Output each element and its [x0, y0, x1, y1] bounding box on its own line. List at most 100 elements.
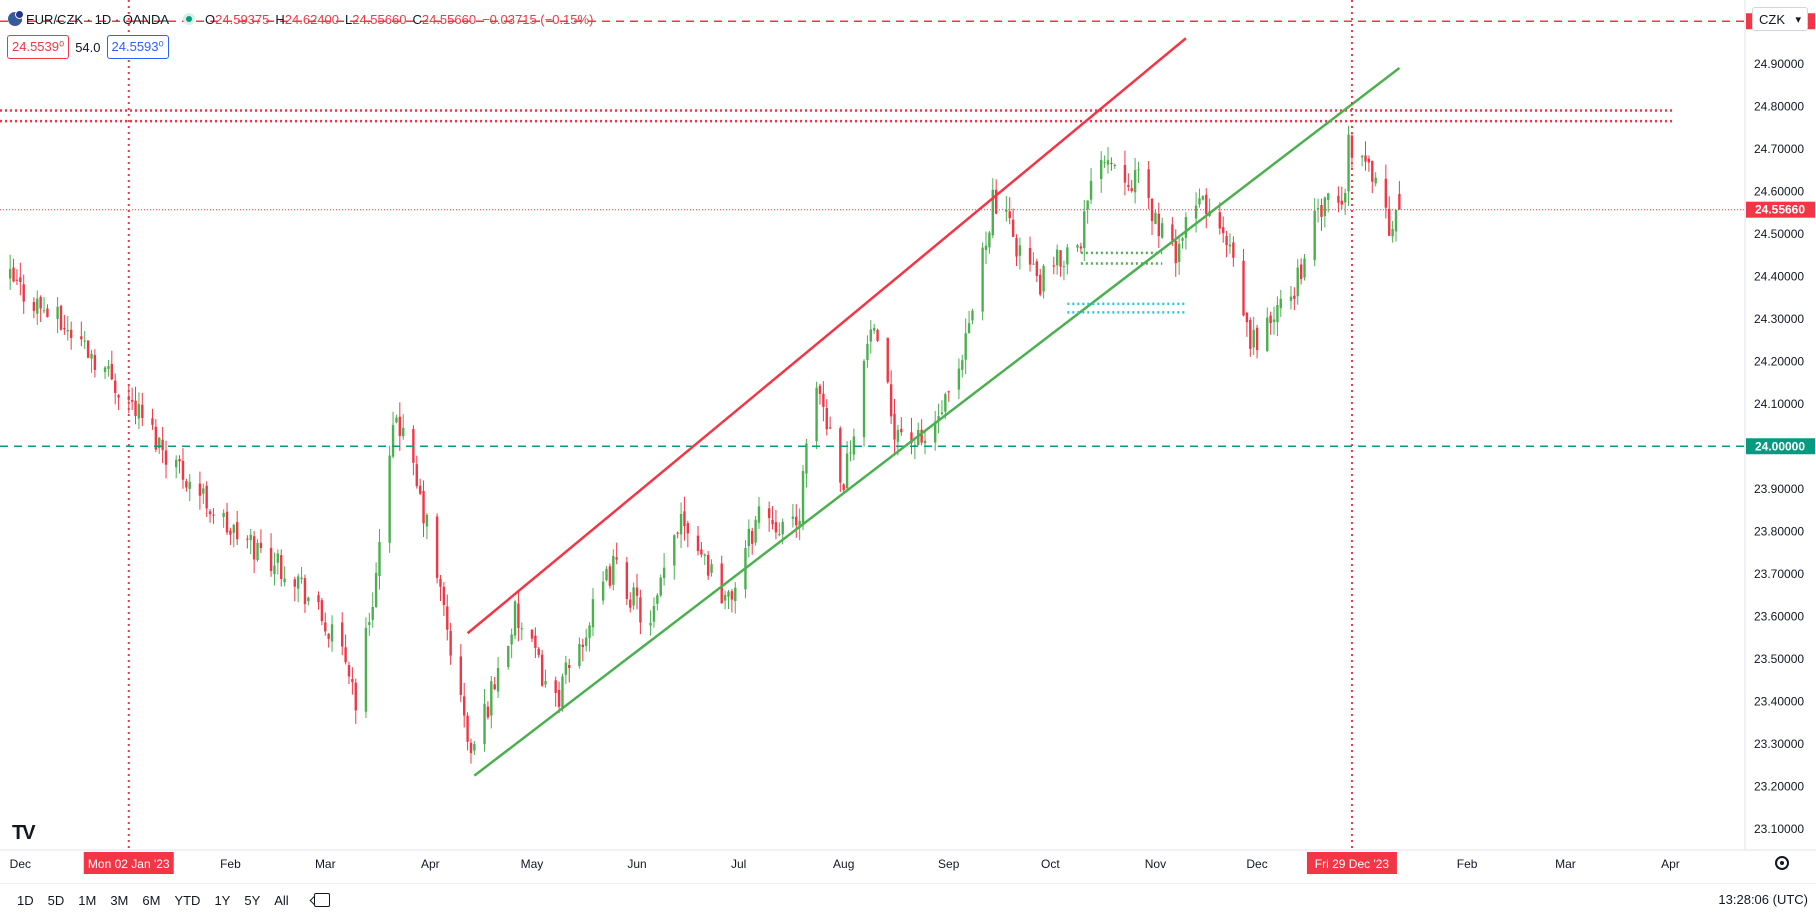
candle-body [463, 696, 466, 716]
trendline-lower[interactable] [473, 67, 1401, 777]
ohlc-value: 24.55660 [352, 11, 407, 27]
candle-body [439, 578, 442, 587]
candle-body [798, 520, 801, 528]
candle-body [839, 428, 842, 483]
candle-body [185, 481, 188, 488]
candle-body [612, 556, 615, 585]
candle-body [1323, 197, 1327, 216]
candle-body [767, 508, 771, 519]
range-button-5y[interactable]: 5Y [244, 892, 261, 908]
candle-body [269, 547, 273, 571]
candle-body [964, 333, 967, 360]
x-tick-label: Apr [421, 857, 440, 871]
candle-body [446, 606, 449, 630]
price-chart[interactable]: 25.0000024.9000024.8000024.7000024.60000… [0, 0, 1816, 884]
candle-body [188, 481, 191, 489]
candle-body [629, 599, 632, 608]
candle-body [449, 630, 452, 656]
candle-body [1066, 247, 1069, 265]
candle-body [483, 703, 486, 745]
candle-body [757, 506, 761, 523]
candle-body [39, 297, 42, 309]
candle-body [69, 329, 73, 338]
candle-body [374, 572, 378, 608]
candle-body [117, 395, 120, 398]
last-price-tag [1746, 201, 1815, 218]
range-button-1m[interactable]: 1M [78, 892, 97, 908]
candle-body [1388, 208, 1391, 236]
bottom-toolbar: 1D 5D 1M 3M 6M YTD 1Y 5Y All 13:28:06 (UTC) [0, 884, 1816, 916]
candle-body [398, 416, 402, 437]
candle-body [56, 306, 59, 320]
x-tick-label: Jul [731, 857, 746, 871]
candle-body [158, 437, 161, 449]
buy-button[interactable]: 24.5593⁰ [106, 35, 169, 59]
candle-body [246, 538, 249, 540]
range-button-all[interactable]: All [274, 892, 289, 908]
candle-body [1327, 193, 1330, 200]
clock[interactable]: 13:28:06 (UTC) [1718, 892, 1808, 907]
candle-body [378, 541, 381, 577]
range-button-6m[interactable]: 6M [142, 892, 161, 908]
candle-body [391, 424, 395, 457]
plot-area[interactable] [0, 0, 1745, 850]
market-open-icon [183, 13, 196, 25]
range-button-3m[interactable]: 3M [110, 892, 129, 908]
candle-body [1232, 242, 1235, 258]
candle-body [720, 563, 723, 604]
candle-body [805, 443, 808, 474]
go-to-date-icon[interactable] [313, 893, 330, 907]
trendline-upper[interactable] [466, 37, 1187, 635]
y-tick-label: 24.50000 [1754, 227, 1804, 241]
sell-button[interactable]: 24.5539⁰ [7, 35, 70, 59]
x-tick-label: Mar [1555, 857, 1576, 871]
candle-body [151, 418, 154, 425]
candle-body [801, 471, 805, 524]
candle-body [1249, 319, 1252, 349]
currency-selector[interactable]: CZK [1752, 7, 1808, 32]
x-tick-label: Mar [315, 857, 336, 871]
range-button-ytd[interactable]: YTD [174, 892, 201, 908]
candle-body [1157, 213, 1161, 237]
candle-body [293, 579, 296, 587]
candle-body [849, 452, 852, 454]
y-tick-label: 23.40000 [1754, 694, 1804, 708]
range-button-1y[interactable]: 1Y [214, 892, 231, 908]
candle-body [1340, 200, 1343, 205]
candle-body [923, 440, 927, 444]
candle-body [507, 645, 510, 667]
candle-body [307, 597, 310, 602]
candle-body [1032, 263, 1035, 265]
candle-body [256, 542, 259, 560]
candle-body [513, 601, 517, 636]
candle-body [1055, 249, 1059, 266]
x-tick-label: May [521, 857, 544, 871]
candle-body [886, 337, 889, 383]
gear-icon[interactable] [1775, 856, 1789, 870]
candle-body [1296, 267, 1299, 297]
range-button-5d[interactable]: 5D [47, 892, 65, 908]
symbol-title[interactable]: EUR/CZK · 1D · OANDA [26, 11, 170, 27]
candle-body [1015, 237, 1018, 257]
y-tick-label: 23.10000 [1754, 822, 1804, 836]
candle-body [161, 439, 164, 451]
candle-body [615, 557, 618, 560]
candle-body [276, 553, 280, 563]
candle-body [459, 656, 463, 695]
candle-body [1133, 170, 1137, 193]
candle-body [249, 534, 252, 540]
candle-body [1174, 240, 1177, 264]
x-tick-label: Sep [938, 857, 960, 871]
candle-body [947, 391, 950, 393]
candle-body [486, 706, 490, 718]
candle-body [723, 594, 727, 601]
candle-body [937, 416, 940, 420]
candle-body [320, 600, 324, 622]
candle-body [1242, 260, 1245, 316]
candle-body [1154, 212, 1157, 224]
candle-body [818, 385, 822, 394]
candle-body [581, 644, 584, 648]
candle-body [568, 665, 571, 669]
candle-body [1110, 162, 1113, 164]
range-button-1d[interactable]: 1D [17, 892, 34, 908]
